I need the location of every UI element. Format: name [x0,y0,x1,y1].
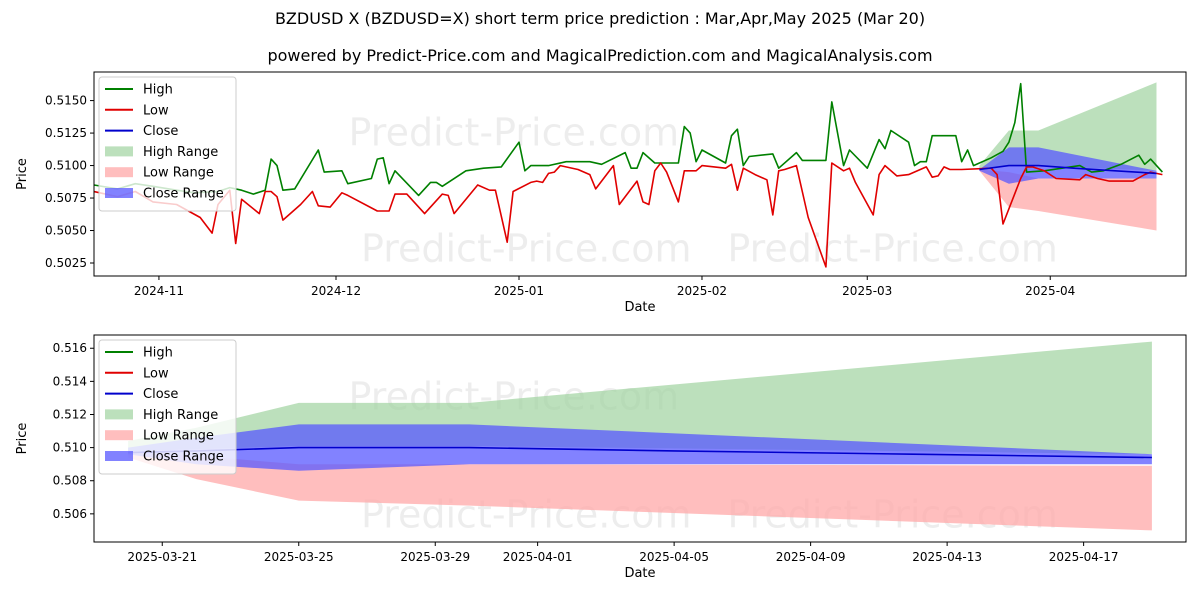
chart-subtitle: powered by Predict-Price.com and Magical… [267,46,933,65]
legend-swatch-close-range [105,188,133,198]
low-series-line [94,162,1163,268]
legend-label-low-range: Low Range [143,429,214,444]
watermark-text: Predict-Price.com [727,227,1058,271]
legend-label-low: Low [143,366,169,381]
axes-frame [93,334,1187,543]
legend: High Low Close High Range Low Range Close Ran… [98,76,237,212]
x-tick-label: 2024-11 [134,284,184,298]
y-tick-label: 0.514 [53,374,87,388]
y-tick-label: 0.5100 [45,159,87,173]
close-range-band [979,147,1157,184]
legend-swatch-high-range [105,146,133,157]
close-range-band [128,424,1152,471]
x-axis-label: Date [624,300,655,315]
x-tick-label: 2025-03-25 [264,550,334,564]
x-tick-label: 2025-04-17 [1049,550,1119,564]
y-axis-label: Price [15,423,30,455]
legend-label-low-range: Low Range [143,166,214,181]
high-series-line [94,82,1163,197]
y-tick-label: 0.516 [53,341,87,355]
chart-title: BZDUSD X (BZDUSD=X) short term price pre… [274,9,926,28]
legend-box [98,339,237,475]
close-series-line [979,164,1157,175]
x-tick-label: 2025-03-21 [127,550,197,564]
y-tick-label: 0.508 [53,474,87,488]
legend-label-close: Close [143,124,178,139]
legend-swatch-high-range [105,409,133,420]
plot-area [94,82,1163,268]
legend-box [98,76,237,212]
y-tick-label: 0.5125 [45,126,87,140]
legend-label-high: High [143,83,173,98]
x-tick-label: 2025-04-09 [776,550,846,564]
y-axis-label: Price [15,158,30,190]
y-tick-label: 0.506 [53,507,87,521]
legend-swatch-close-range [105,451,133,461]
legend-label-close-range: Close Range [143,187,224,202]
x-tick-label: 2025-01 [494,284,544,298]
x-tick-label: 2025-03 [842,284,892,298]
chart-panel-forecast: Predict-Price.comPredict-Price.comPredic… [15,334,1187,581]
legend-label-high: High [143,346,173,361]
legend-label-close: Close [143,387,178,402]
low-range-band [128,452,1152,531]
watermark-text: Predict-Price.com [349,110,680,154]
y-tick-label: 0.510 [53,441,87,455]
legend: High Low Close High Range Low Range Close Ran… [98,339,237,475]
x-tick-label: 2025-03-29 [400,550,470,564]
plot-area [128,341,1152,531]
x-tick-label: 2025-02 [677,284,727,298]
y-tick-label: 0.5050 [45,224,87,238]
y-tick-label: 0.5025 [45,256,87,270]
chart-panel-history: Predict-Price.com Predict-Price.com Predic… [15,71,1187,315]
low-range-band [979,169,1157,231]
y-tick-label: 0.512 [53,407,87,421]
y-tick-label: 0.5075 [45,191,87,205]
x-tick-label: 2025-04-05 [639,550,709,564]
legend-swatch-low-range [105,430,133,441]
x-tick-label: 2025-04 [1025,284,1075,298]
x-tick-label: 2025-04-01 [503,550,573,564]
watermark-text: Predict-Price.com [361,227,692,271]
y-tick-label: 0.5150 [45,94,87,108]
legend-label-high-range: High Range [143,408,218,423]
legend-label-close-range: Close Range [143,450,224,465]
legend-swatch-low-range [105,167,133,178]
axes-frame [93,71,1187,277]
legend-label-low: Low [143,103,169,118]
x-tick-label: 2024-12 [311,284,361,298]
x-axis-label: Date [624,566,655,581]
x-tick-label: 2025-04-13 [912,550,982,564]
legend-label-high-range: High Range [143,145,218,160]
